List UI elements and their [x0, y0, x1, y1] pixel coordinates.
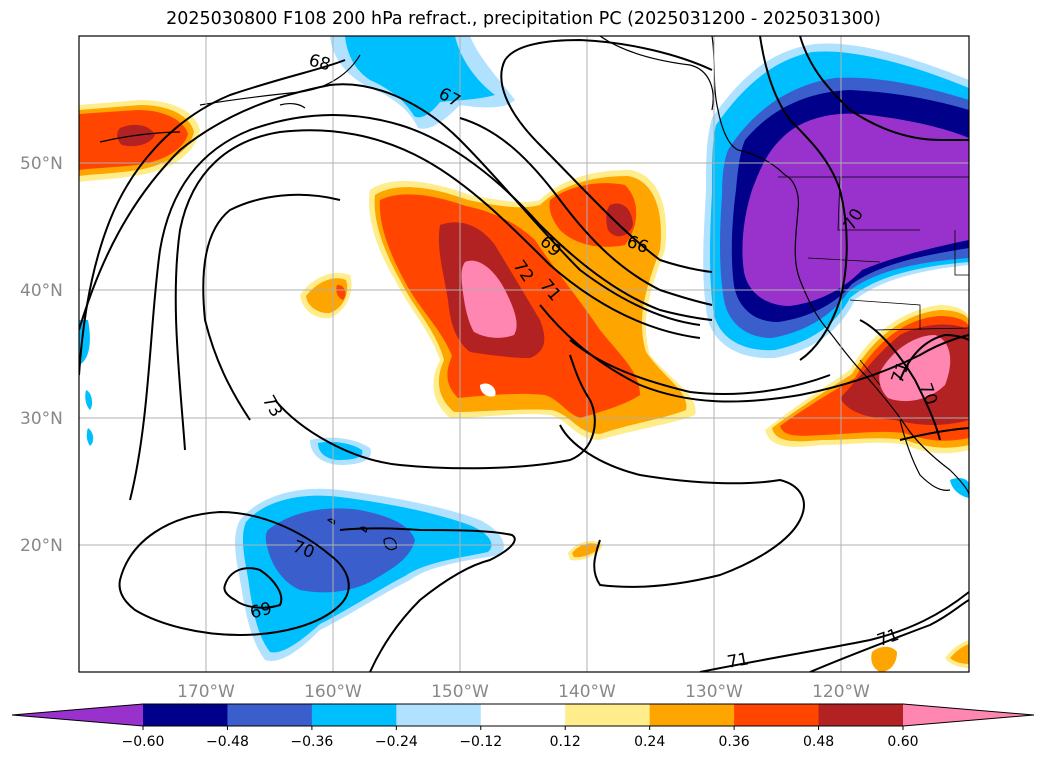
colorbar-tick-label: 0.12 [550, 734, 581, 750]
colorbar-tick-label: 0.60 [887, 734, 918, 750]
political-borders [778, 176, 969, 386]
lat-label: 20°N [20, 536, 63, 556]
colorbar-tick-label: −0.12 [459, 734, 502, 750]
longitude-labels: 170°W 160°W 150°W 140°W 130°W 120°W [177, 682, 870, 702]
colorbar-tick-label: −0.48 [206, 734, 249, 750]
negative-anomaly-hawaii [235, 437, 504, 661]
map-title: 2025030800 F108 200 hPa refract., precip… [166, 9, 881, 29]
latitude-labels: 50°N 40°N 30°N 20°N [20, 154, 63, 556]
map-plot-area: 68 67 66 69 72 71 70 73 70 69 71 71 71 7… [79, 36, 969, 672]
refractivity-contours [79, 36, 969, 672]
lon-label: 130°W [685, 682, 743, 702]
negative-anomaly-alaska [330, 36, 515, 129]
colorbar-segment [480, 704, 566, 726]
contour-label: 71 [726, 649, 751, 672]
lon-label: 150°W [431, 682, 489, 702]
graticule [79, 36, 969, 672]
colorbar-segment [565, 704, 651, 726]
lat-label: 30°N [20, 409, 63, 429]
colorbar-segment [734, 704, 820, 726]
lat-label: 50°N [20, 154, 63, 174]
lon-label: 120°W [812, 682, 870, 702]
colorbar-tick-label: −0.60 [122, 734, 165, 750]
colorbar-tick-label: 0.48 [803, 734, 834, 750]
lat-label: 40°N [20, 281, 63, 301]
plot-frame [78, 35, 970, 673]
colorbar: −0.60 −0.48 −0.36 −0.24 −0.12 0.12 0.24 0.36 0.4… [11, 703, 1035, 750]
colorbar-segment [396, 704, 482, 726]
colorbar-segment [311, 704, 397, 726]
colorbar-extend-min [12, 704, 143, 726]
colorbar-tick-label: −0.24 [375, 734, 418, 750]
colorbar-tick-label: 0.36 [719, 734, 750, 750]
lon-label: 140°W [558, 682, 616, 702]
colorbar-extend-max [903, 704, 1034, 726]
colorbar-segment [649, 704, 735, 726]
colorbar-segment [818, 704, 904, 726]
lon-label: 170°W [177, 682, 235, 702]
colorbar-tick-label: 0.24 [634, 734, 665, 750]
lon-label: 160°W [304, 682, 362, 702]
colorbar-tick-label: −0.36 [290, 734, 333, 750]
colorbar-segment [227, 704, 313, 726]
colorbar-segment [143, 704, 228, 726]
